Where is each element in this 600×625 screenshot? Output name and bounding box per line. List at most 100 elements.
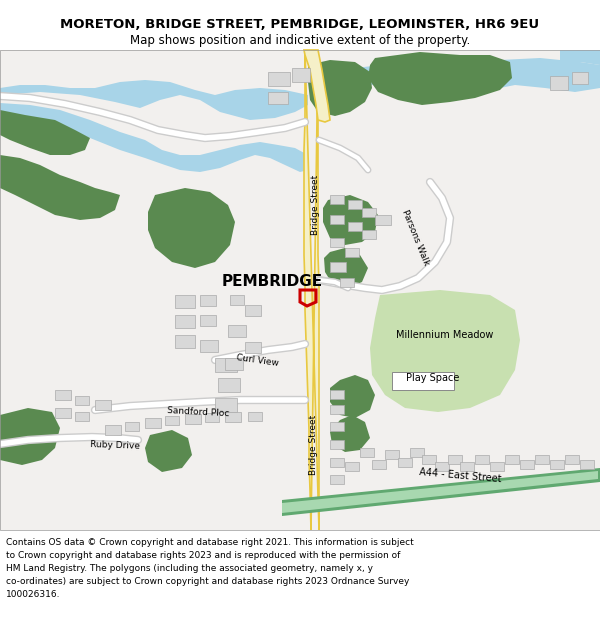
Bar <box>375 215 391 225</box>
Polygon shape <box>148 188 235 268</box>
Bar <box>175 315 195 328</box>
Text: 100026316.: 100026316. <box>6 590 61 599</box>
Bar <box>228 325 246 337</box>
Text: A44 - East Street: A44 - East Street <box>418 468 502 484</box>
Polygon shape <box>340 58 600 98</box>
Bar <box>348 200 362 209</box>
Bar <box>125 422 139 431</box>
Text: Contains OS data © Crown copyright and database right 2021. This information is : Contains OS data © Crown copyright and d… <box>6 538 414 547</box>
Bar <box>175 295 195 308</box>
Bar <box>565 455 579 464</box>
Polygon shape <box>330 415 370 452</box>
Bar <box>340 278 354 287</box>
Bar <box>362 208 376 217</box>
Bar <box>550 76 568 90</box>
Bar <box>345 462 359 471</box>
Text: Curl View: Curl View <box>236 352 280 367</box>
Text: Bridge Street: Bridge Street <box>311 175 320 235</box>
Text: Sandford Ploc: Sandford Ploc <box>167 406 229 418</box>
Bar <box>292 68 310 82</box>
Polygon shape <box>145 430 192 472</box>
Text: PEMBRIDGE: PEMBRIDGE <box>221 274 323 289</box>
Polygon shape <box>0 50 600 530</box>
Bar <box>165 416 179 425</box>
Bar <box>372 460 386 469</box>
Bar <box>200 315 216 326</box>
Bar <box>225 412 241 422</box>
Polygon shape <box>304 50 319 530</box>
Bar <box>410 448 424 457</box>
Text: Millennium Meadow: Millennium Meadow <box>397 330 494 340</box>
Bar <box>550 460 564 469</box>
Bar <box>330 215 344 224</box>
Bar <box>75 396 89 405</box>
Bar <box>330 475 344 484</box>
Bar <box>330 262 346 272</box>
Bar <box>268 72 290 86</box>
Bar <box>245 342 261 353</box>
Bar <box>185 414 201 424</box>
Bar <box>330 405 344 414</box>
Polygon shape <box>0 80 308 120</box>
Bar <box>360 448 374 457</box>
Bar <box>435 462 449 471</box>
Bar <box>245 305 261 316</box>
Bar <box>392 372 454 390</box>
Bar <box>230 295 244 305</box>
Bar <box>200 295 216 306</box>
Bar <box>248 412 262 421</box>
Bar <box>105 425 121 435</box>
Polygon shape <box>304 50 330 122</box>
Bar <box>268 92 288 104</box>
Bar <box>215 358 237 372</box>
Polygon shape <box>323 195 378 245</box>
Bar <box>505 455 519 464</box>
Polygon shape <box>0 103 308 172</box>
Text: Play Space: Play Space <box>406 373 460 383</box>
Bar <box>362 230 376 239</box>
Bar <box>95 400 111 410</box>
Text: Bridge Street: Bridge Street <box>310 415 319 475</box>
Polygon shape <box>282 471 598 513</box>
Text: to Crown copyright and database rights 2023 and is reproduced with the permissio: to Crown copyright and database rights 2… <box>6 551 400 560</box>
Bar <box>422 455 436 464</box>
Bar <box>215 398 237 412</box>
Text: Map shows position and indicative extent of the property.: Map shows position and indicative extent… <box>130 34 470 47</box>
Bar <box>475 455 489 464</box>
Bar <box>145 418 161 428</box>
Bar <box>205 413 219 422</box>
Bar <box>580 460 594 469</box>
Bar <box>330 440 344 449</box>
Bar <box>572 72 588 84</box>
Polygon shape <box>0 110 90 155</box>
Bar <box>0 50 600 530</box>
Text: co-ordinates) are subject to Crown copyright and database rights 2023 Ordnance S: co-ordinates) are subject to Crown copyr… <box>6 577 409 586</box>
Polygon shape <box>330 375 375 418</box>
Bar <box>200 340 218 352</box>
Text: Parsons Walk: Parsons Walk <box>400 209 430 267</box>
Polygon shape <box>368 52 512 105</box>
Bar <box>460 462 474 471</box>
Polygon shape <box>308 60 372 116</box>
Bar <box>330 238 344 247</box>
Polygon shape <box>0 408 60 465</box>
Bar <box>330 390 344 399</box>
Bar <box>490 462 504 471</box>
Bar <box>225 358 243 370</box>
Text: Ruby Drive: Ruby Drive <box>90 439 140 451</box>
Bar <box>330 195 344 204</box>
Bar <box>348 222 362 231</box>
Polygon shape <box>370 290 520 412</box>
Bar <box>330 458 344 467</box>
Polygon shape <box>324 248 368 288</box>
Bar <box>55 408 71 418</box>
Polygon shape <box>560 50 600 65</box>
Bar <box>398 458 412 467</box>
Bar <box>75 412 89 421</box>
Bar <box>330 422 344 431</box>
Polygon shape <box>282 468 600 516</box>
Bar <box>448 455 462 464</box>
Bar <box>55 390 71 400</box>
Polygon shape <box>0 155 120 220</box>
Bar <box>218 378 240 392</box>
